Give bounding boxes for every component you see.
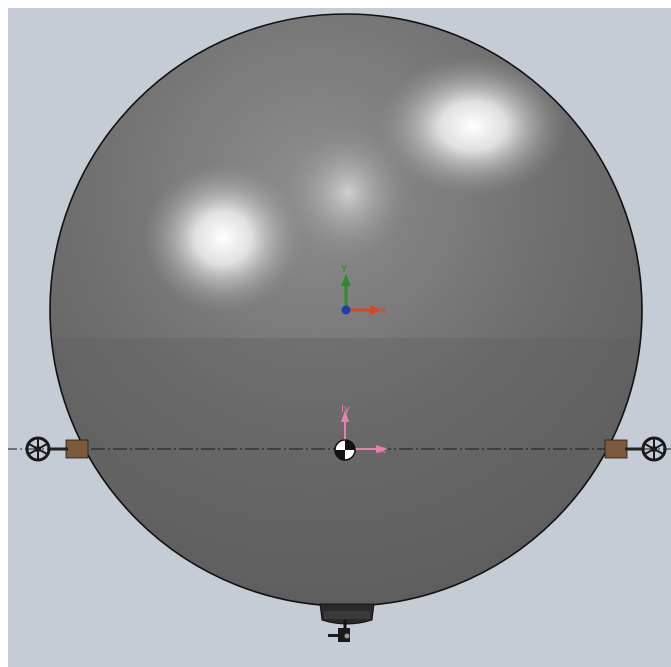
iy-label: Iy bbox=[341, 404, 350, 415]
right-handwheel-icon[interactable] bbox=[625, 436, 667, 462]
triad-x-label: X bbox=[380, 306, 387, 317]
triad-y-label: Y bbox=[340, 264, 348, 275]
bottom-valve[interactable] bbox=[319, 603, 375, 642]
center-of-mass-icon[interactable] bbox=[334, 439, 356, 461]
left-mount-block[interactable] bbox=[65, 439, 89, 459]
model-canvas[interactable]: Y X Iy Ix bbox=[8, 8, 671, 667]
left-handwheel-icon[interactable] bbox=[25, 436, 68, 462]
right-mount-block[interactable] bbox=[604, 439, 628, 459]
ix-label: Ix bbox=[377, 445, 386, 456]
sphere-body[interactable] bbox=[48, 13, 648, 638]
coordinate-triad: Y X bbox=[340, 264, 387, 317]
graphics-area[interactable]: Y X Iy Ix bbox=[8, 8, 671, 667]
